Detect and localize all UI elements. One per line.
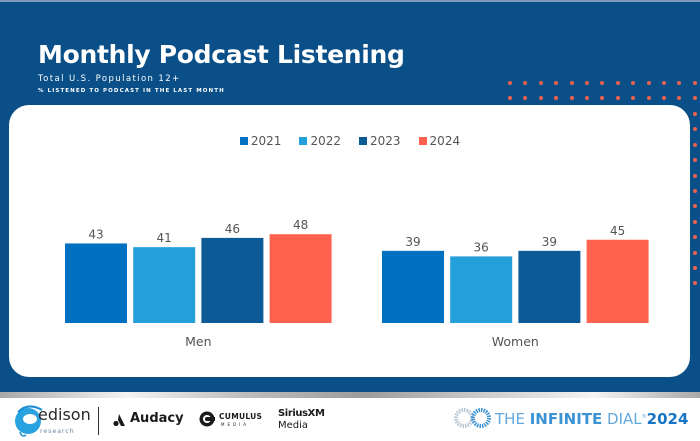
decorative-dot: [677, 81, 682, 85]
chart-note: % LISTENED TO PODCAST IN THE LAST MONTH: [38, 88, 225, 94]
decorative-dot: [693, 235, 697, 240]
decorative-dot: [523, 96, 528, 100]
legend-item-2021: 2021: [239, 134, 282, 148]
infinite-dial-infinite: INFINITE: [529, 410, 603, 428]
data-label: 39: [405, 235, 420, 249]
decorative-dot: [615, 96, 620, 100]
edison-logo-icon: [15, 405, 43, 437]
decorative-dot: [693, 219, 697, 224]
data-label: 41: [157, 231, 172, 245]
decorative-dot: [662, 96, 666, 100]
edison-logo-text: edison: [38, 405, 91, 424]
decorative-dot: [646, 81, 651, 85]
decorative-dot: [662, 81, 666, 85]
category-label-women: Women: [492, 334, 539, 349]
legend-label: 2024: [429, 134, 461, 148]
top-border-line: [0, 0, 700, 2]
decorative-dot: [677, 96, 682, 100]
decorative-dot: [554, 81, 559, 85]
data-label: 43: [88, 227, 103, 241]
decorative-dot: [693, 112, 697, 116]
legend-swatch-2021: [239, 137, 248, 145]
decorative-dot: [631, 81, 636, 85]
bar-women-2021: [382, 250, 444, 323]
legend-swatch-2023: [359, 137, 367, 145]
chart-legend: 2021 2022 2023 2024: [0, 134, 700, 148]
decorative-dot: [693, 158, 697, 163]
decorative-dot: [646, 96, 651, 100]
legend-swatch-2024: [418, 137, 427, 145]
cumulus-logo-text: CUMULUS: [219, 412, 263, 421]
category-label-men: Men: [185, 334, 211, 349]
legend-label: 2022: [310, 134, 341, 148]
decorative-dot: [693, 127, 697, 132]
chart-card: [9, 105, 690, 377]
decorative-dot: [693, 173, 697, 178]
data-label: 39: [542, 235, 557, 249]
infinite-dial-year: 2024: [646, 410, 689, 428]
data-label: 45: [610, 224, 625, 238]
decorative-dot: [585, 96, 589, 100]
legend-swatch-2022: [299, 137, 308, 145]
edison-logo-subtext: research: [40, 427, 75, 435]
legend-label: 2021: [250, 134, 282, 148]
decorative-dot: [508, 81, 512, 85]
decorative-dot: [585, 81, 589, 85]
infinite-dial-dial: DIAL: [602, 410, 642, 428]
bar-men-2024: [269, 234, 332, 323]
footer: [0, 398, 700, 441]
infinite-dial-the: THE: [495, 410, 530, 428]
decorative-dot: [692, 81, 697, 85]
siriusxm-logo-subtext: Media: [278, 420, 309, 431]
decorative-dot: [569, 96, 574, 100]
audacy-logo-text: Audacy: [130, 411, 184, 426]
decorative-dot: [693, 281, 697, 286]
infinite-dial-logo-icon: [454, 408, 491, 428]
decorative-dot: [600, 81, 605, 85]
siriusxm-logo-text: SiriusXM: [278, 408, 325, 419]
decorative-dot: [600, 96, 605, 100]
decorative-dot: [523, 81, 528, 85]
decorative-dot: [693, 189, 697, 193]
logo-divider: [98, 407, 99, 435]
chart-subtitle: Total U.S. Population 12+: [38, 74, 181, 84]
audacy-logo-icon: [113, 414, 125, 426]
decorative-dot: [692, 96, 697, 100]
legend-item-2022: 2022: [299, 134, 341, 148]
chart-title: Monthly Podcast Listening: [38, 40, 405, 69]
data-label: 36: [474, 240, 489, 254]
decorative-dot: [554, 96, 559, 100]
decorative-dot: [538, 96, 543, 100]
decorative-dot: [693, 250, 697, 255]
footer-divider-strip: [0, 392, 700, 398]
bar-men-2021: [65, 243, 127, 323]
data-label: 46: [225, 222, 240, 236]
decorative-dot: [569, 81, 574, 85]
bar-men-2023: [201, 237, 264, 323]
decorative-dot: [538, 81, 543, 85]
bar-women-2023: [518, 250, 581, 323]
legend-item-2024: 2024: [418, 134, 461, 148]
decorative-dot: [615, 81, 620, 85]
decorative-dot: [508, 96, 512, 100]
decorative-dot: [631, 96, 636, 100]
decorative-dot: [693, 266, 697, 270]
decorative-dot: [693, 142, 697, 147]
legend-item-2023: 2023: [359, 134, 401, 148]
bar-women-2022: [450, 256, 513, 323]
cumulus-logo-subtext: MEDIA: [221, 422, 249, 427]
data-label: 48: [293, 218, 308, 232]
legend-label: 2023: [370, 134, 401, 148]
infinite-dial-logo-text: THE INFINITE DIAL®2024: [495, 410, 689, 428]
bar-men-2022: [133, 247, 196, 323]
decorative-dot: [693, 204, 697, 209]
cumulus-logo-icon: [199, 411, 215, 427]
bar-women-2024: [586, 239, 649, 323]
